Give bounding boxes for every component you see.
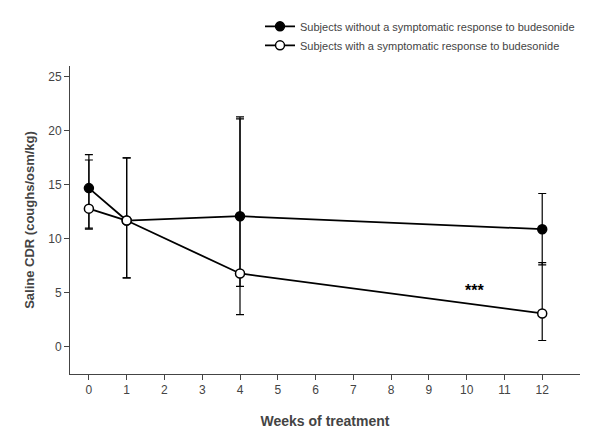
svg-text:6: 6 [312,383,319,397]
svg-text:***: *** [465,282,484,299]
svg-text:12: 12 [536,383,550,397]
svg-text:4: 4 [237,383,244,397]
svg-text:15: 15 [48,178,62,192]
svg-text:0: 0 [55,340,62,354]
svg-text:5: 5 [274,383,281,397]
svg-text:0: 0 [86,383,93,397]
svg-text:2: 2 [161,383,168,397]
svg-text:11: 11 [498,383,511,397]
svg-text:Saline CDR (coughs/osm/kg): Saline CDR (coughs/osm/kg) [22,131,37,309]
svg-text:5: 5 [55,286,62,300]
svg-text:Weeks of treatment: Weeks of treatment [261,413,390,429]
svg-text:9: 9 [426,383,433,397]
svg-text:7: 7 [350,383,357,397]
svg-text:Subjects without a symptomatic: Subjects without a symptomatic response … [300,21,575,33]
svg-text:8: 8 [388,383,395,397]
svg-text:20: 20 [48,124,62,138]
svg-text:10: 10 [460,383,474,397]
svg-text:3: 3 [199,383,206,397]
svg-text:1: 1 [123,383,130,397]
svg-text:10: 10 [48,232,62,246]
svg-text:25: 25 [48,70,62,84]
svg-text:Subjects with a symptomatic re: Subjects with a symptomatic response to … [300,40,559,52]
